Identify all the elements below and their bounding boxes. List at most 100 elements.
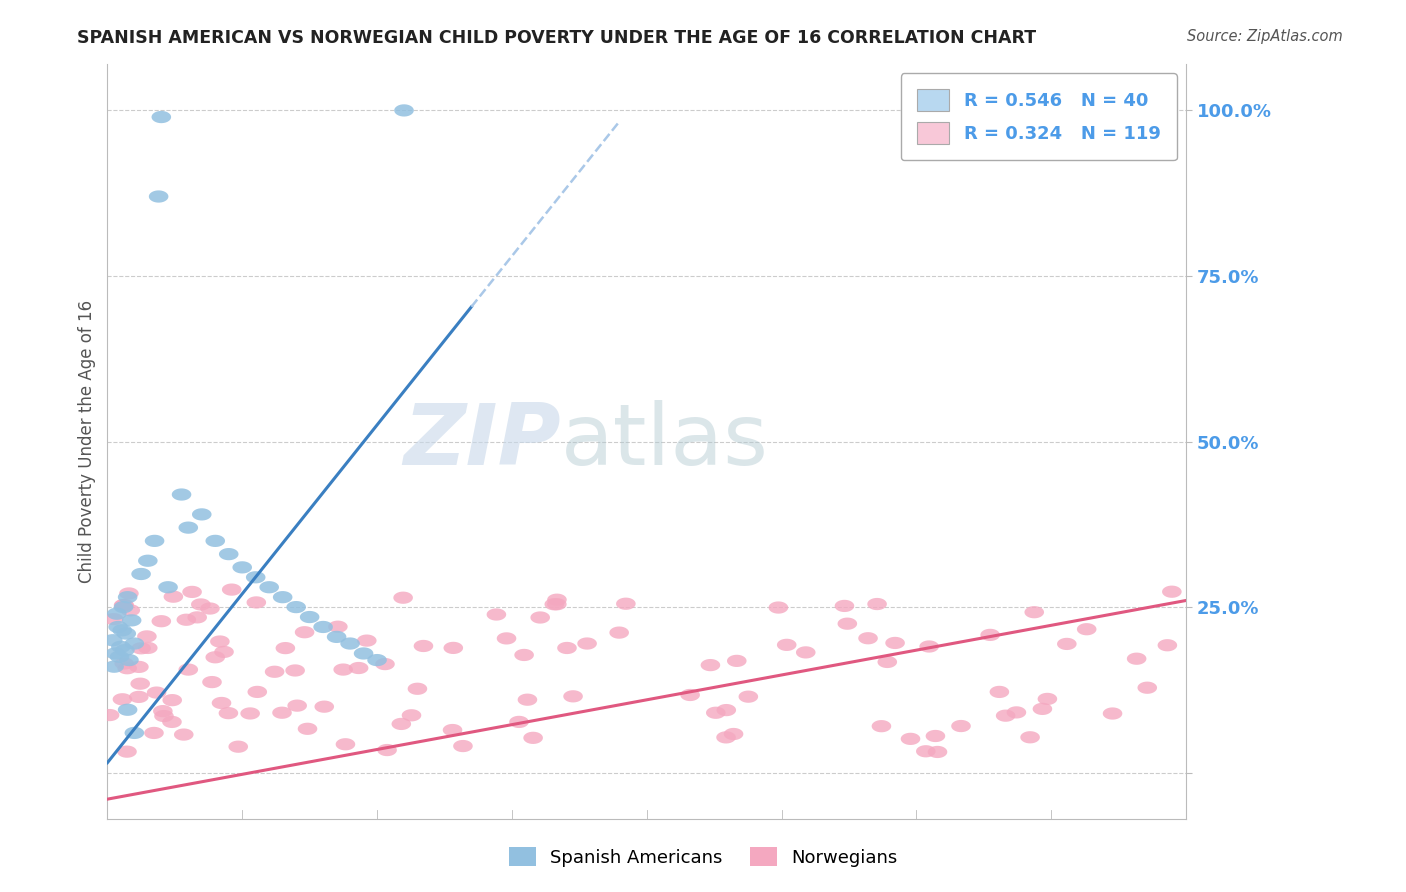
Point [508, 714, 530, 729]
Point [114, 643, 136, 657]
Point [516, 692, 538, 706]
Point [204, 650, 226, 665]
Point [347, 661, 370, 675]
Point [988, 685, 1011, 699]
Point [201, 675, 224, 690]
Point [257, 580, 280, 594]
Point [314, 699, 336, 714]
Point [208, 634, 231, 648]
Point [927, 745, 949, 759]
Point [298, 610, 321, 624]
Y-axis label: Child Poverty Under the Age of 16: Child Poverty Under the Age of 16 [79, 300, 96, 583]
Point [335, 737, 357, 751]
Point [101, 633, 124, 648]
Point [555, 640, 578, 655]
Point [834, 599, 856, 613]
Point [153, 709, 176, 723]
Point [177, 663, 200, 677]
Point [375, 743, 398, 757]
Point [271, 706, 294, 720]
Point [714, 731, 737, 745]
Point [285, 698, 308, 713]
Point [284, 664, 307, 678]
Point [170, 487, 193, 501]
Point [128, 660, 150, 674]
Point [1156, 638, 1178, 652]
Point [115, 661, 138, 675]
Point [128, 690, 150, 704]
Text: ZIP: ZIP [402, 400, 561, 483]
Point [263, 665, 285, 679]
Point [112, 598, 135, 612]
Point [124, 726, 146, 740]
Point [111, 624, 134, 638]
Point [285, 600, 308, 615]
Point [1076, 622, 1098, 636]
Point [522, 731, 544, 745]
Point [725, 654, 748, 668]
Point [111, 692, 134, 706]
Point [117, 590, 139, 604]
Point [392, 103, 415, 118]
Point [614, 597, 637, 611]
Point [353, 647, 375, 661]
Point [401, 708, 423, 723]
Point [186, 610, 208, 624]
Point [104, 647, 127, 661]
Point [776, 638, 799, 652]
Point [143, 533, 166, 548]
Point [900, 731, 922, 746]
Point [1125, 651, 1147, 665]
Point [1036, 692, 1059, 706]
Point [406, 681, 429, 696]
Point [162, 590, 184, 604]
Point [112, 657, 135, 671]
Point [112, 598, 135, 612]
Point [1101, 706, 1123, 721]
Point [374, 657, 396, 671]
Point [994, 708, 1017, 723]
Point [1056, 637, 1078, 651]
Point [297, 722, 319, 736]
Point [121, 613, 143, 627]
Point [217, 706, 239, 720]
Point [1005, 706, 1028, 720]
Point [794, 645, 817, 659]
Point [274, 641, 297, 656]
Point [876, 655, 898, 669]
Point [737, 690, 759, 704]
Point [173, 728, 195, 742]
Point [112, 600, 135, 615]
Point [866, 597, 889, 611]
Point [198, 601, 221, 615]
Point [716, 703, 738, 717]
Point [546, 592, 568, 607]
Point [485, 607, 508, 622]
Point [108, 649, 131, 664]
Point [1136, 681, 1159, 695]
Point [177, 521, 200, 535]
Point [120, 603, 142, 617]
Point [152, 704, 174, 718]
Point [271, 590, 294, 604]
Point [870, 719, 893, 733]
Point [150, 110, 173, 124]
Point [1031, 702, 1053, 716]
Point [136, 640, 159, 655]
Point [679, 688, 702, 702]
Point [543, 597, 565, 611]
Point [918, 640, 941, 654]
Point [105, 607, 128, 621]
Point [110, 640, 132, 654]
Point [136, 554, 159, 568]
Point [529, 610, 551, 624]
Point [1024, 605, 1046, 619]
Point [768, 600, 790, 615]
Point [98, 708, 121, 723]
Point [176, 613, 198, 627]
Point [513, 648, 536, 662]
Point [115, 626, 138, 640]
Point [356, 633, 378, 648]
Point [148, 189, 170, 203]
Point [326, 620, 349, 634]
